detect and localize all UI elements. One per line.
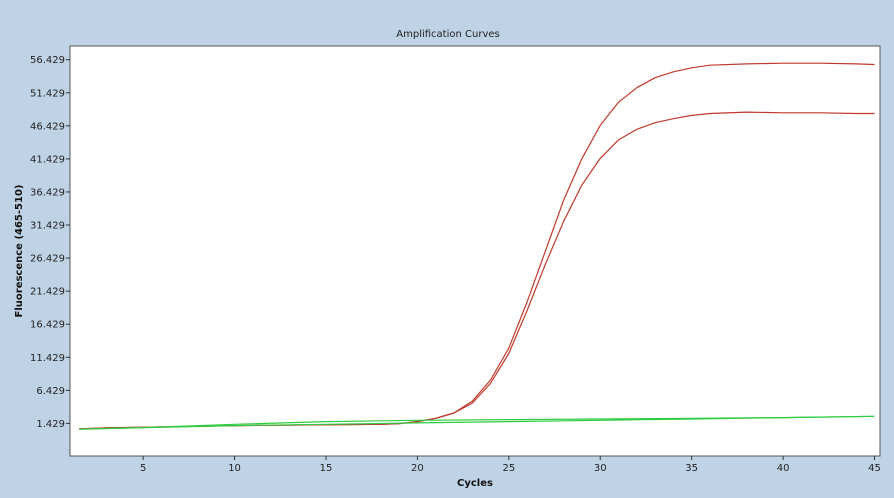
y-tick-label: 16.429: [30, 320, 65, 331]
y-axis-ticks: 1.429 6.429 11.429 16.429 21.429 26.429 31.429…: [30, 55, 70, 430]
x-tick-label: 5: [140, 463, 146, 474]
series-line: [79, 415, 875, 430]
y-tick-label: 1.429: [36, 419, 65, 430]
y-tick-label: 51.429: [30, 88, 65, 99]
x-tick-label: 30: [594, 463, 607, 474]
x-tick-label: 40: [777, 463, 790, 474]
chart-title: Amplification Curves: [396, 29, 499, 40]
x-tick-label: 20: [411, 463, 424, 474]
y-tick-label: 46.429: [30, 121, 65, 132]
y-tick-label: 6.429: [36, 386, 65, 397]
x-axis-ticks: 5 10 15 20 25 30 35 40 45: [140, 456, 881, 474]
series-layer: [79, 62, 875, 430]
y-tick-label: 21.429: [30, 287, 65, 298]
x-tick-label: 15: [320, 463, 333, 474]
y-tick-label: 31.429: [30, 221, 65, 232]
y-tick-label: 36.429: [30, 187, 65, 198]
x-tick-label: 45: [868, 463, 881, 474]
x-tick-label: 25: [502, 463, 515, 474]
y-tick-label: 56.429: [30, 55, 65, 66]
x-tick-label: 35: [685, 463, 698, 474]
y-tick-label: 11.429: [30, 353, 65, 364]
x-axis-label: Cycles: [457, 478, 493, 489]
y-axis-label: Fluorescence (465-510): [14, 185, 25, 318]
plot-area: [69, 45, 881, 457]
y-tick-label: 26.429: [30, 254, 65, 265]
y-tick-label: 41.429: [30, 154, 65, 165]
x-tick-label: 10: [228, 463, 241, 474]
